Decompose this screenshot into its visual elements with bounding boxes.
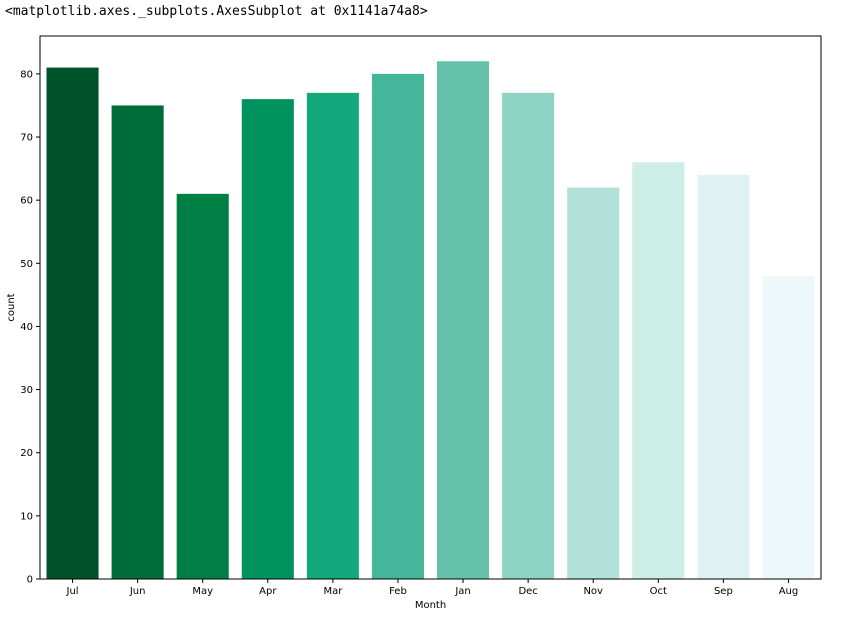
- x-axis-label: Month: [415, 600, 446, 611]
- x-tick-label: Aug: [779, 586, 799, 597]
- x-tick-label: May: [192, 586, 213, 597]
- x-tick-label: Jul: [66, 586, 79, 597]
- y-tick-label: 40: [20, 322, 33, 333]
- bar-may: [176, 193, 229, 580]
- bar-aug: [762, 275, 815, 579]
- y-tick-label: 60: [20, 196, 33, 207]
- bar-nov: [567, 187, 620, 579]
- bar-sep: [697, 174, 750, 579]
- y-tick-label: 50: [20, 259, 33, 270]
- y-tick-label: 30: [20, 385, 33, 396]
- bar-feb: [371, 73, 424, 579]
- bar-jan: [437, 61, 490, 580]
- y-tick-label: 80: [20, 69, 33, 80]
- x-tick-label: Jun: [129, 586, 146, 597]
- bar-dec: [502, 92, 555, 579]
- bar-apr: [241, 99, 294, 580]
- y-tick-label: 10: [20, 511, 33, 522]
- bar-oct: [632, 162, 685, 580]
- x-tick-label: Sep: [714, 586, 733, 597]
- y-tick-label: 70: [20, 133, 33, 144]
- bars-group: [46, 61, 815, 580]
- bar-jun: [111, 105, 164, 579]
- x-axis: Jul Jun May Apr Mar Feb Jan Dec Nov Oct Sep Aug: [66, 579, 799, 597]
- y-axis-label: count: [6, 293, 17, 321]
- x-tick-label: Jan: [454, 586, 470, 597]
- y-tick-label: 20: [20, 448, 33, 459]
- bar-jul: [46, 67, 99, 580]
- x-tick-label: Oct: [650, 586, 667, 597]
- x-tick-label: Feb: [389, 586, 407, 597]
- y-axis: 0 10 20 30 40 50 60 70 80: [20, 69, 40, 586]
- cell-output-text: <matplotlib.axes._subplots.AxesSubplot a…: [5, 4, 428, 19]
- x-tick-label: Dec: [518, 586, 537, 597]
- plot-frame: [39, 35, 822, 580]
- x-tick-label: Mar: [323, 586, 343, 597]
- y-tick-label: 0: [27, 575, 33, 586]
- bar-mar: [306, 92, 359, 579]
- x-tick-label: Apr: [259, 586, 277, 597]
- x-tick-label: Nov: [583, 586, 603, 597]
